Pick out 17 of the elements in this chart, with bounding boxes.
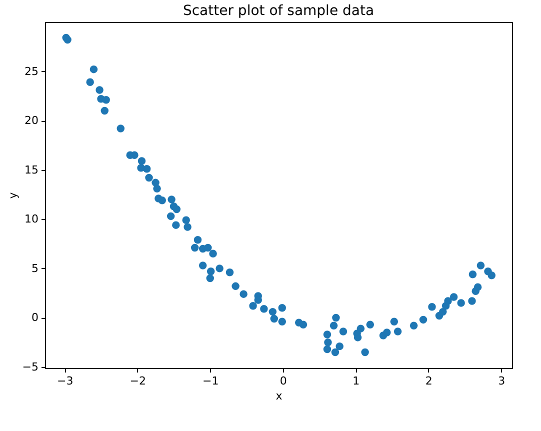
- y-tick-label: −5: [22, 360, 38, 374]
- x-tick-label: 2: [425, 374, 432, 388]
- x-tick-label: 0: [280, 374, 287, 388]
- x-axis-title: x: [276, 390, 283, 402]
- x-tick-label: 1: [352, 374, 360, 388]
- x-tick-label: −3: [57, 374, 74, 388]
- y-tick-label: 25: [24, 64, 38, 78]
- x-tick-label: 3: [498, 374, 506, 388]
- y-tick-label: 15: [24, 163, 38, 176]
- y-tick-label: 5: [32, 262, 38, 275]
- y-axis-title: y: [6, 192, 20, 199]
- x-tick-label: −1: [202, 374, 219, 388]
- y-tick-label: 10: [24, 212, 38, 226]
- x-tick-label: −2: [130, 374, 146, 388]
- chart-title: Scatter plot of sample data: [182, 3, 374, 19]
- y-tick-label: 20: [24, 114, 38, 128]
- y-tick-label: 0: [32, 311, 38, 324]
